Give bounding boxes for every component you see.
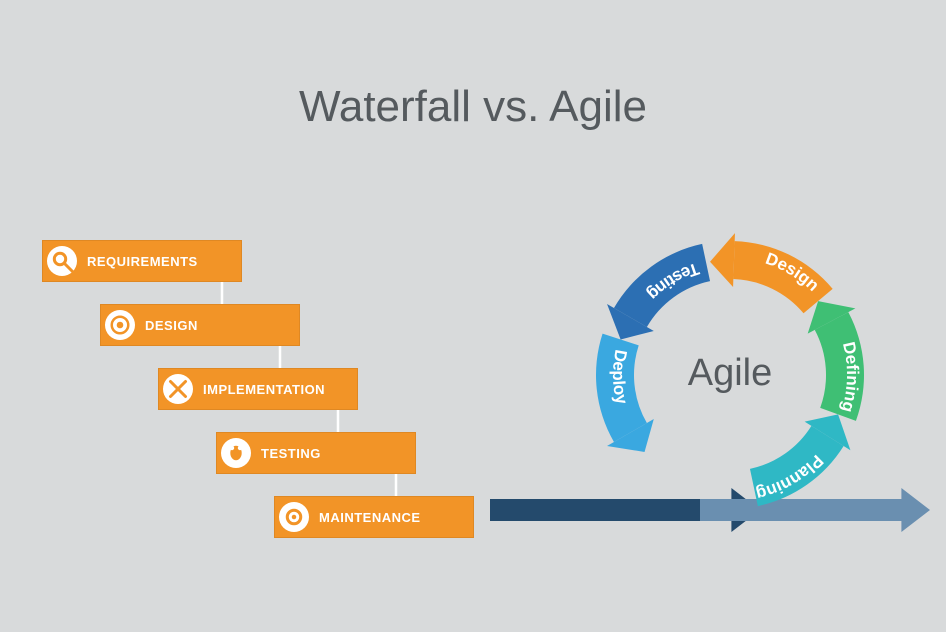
agile-segment-label: Testing [644, 259, 702, 304]
agile-segment-label: Deploy [609, 348, 632, 406]
agile-segment [733, 241, 832, 313]
agile-segment [614, 244, 710, 327]
agile-segment [596, 334, 647, 442]
agile-segment-arrowhead [607, 419, 654, 452]
waterfall-step-label: REQUIREMENTS [87, 254, 198, 269]
timeline-arrow-right [700, 488, 930, 532]
waterfall-step-label: DESIGN [145, 318, 198, 333]
agile-segment-label: Planning [754, 451, 827, 504]
waterfall-step: REQUIREMENTS [42, 240, 242, 282]
agile-segment-label: Defining [838, 340, 862, 414]
waterfall-step-label: MAINTENANCE [319, 510, 421, 525]
waterfall-step-label: TESTING [261, 446, 321, 461]
waterfall-step: IMPLEMENTATION [158, 368, 358, 410]
bug-icon [221, 438, 251, 468]
tools-icon [163, 374, 193, 404]
gear-icon [279, 502, 309, 532]
waterfall-step: DESIGN [100, 304, 300, 346]
agile-segment-arrowhead [710, 233, 735, 287]
waterfall-step: MAINTENANCE [274, 496, 474, 538]
agile-segment-label: Design [763, 249, 823, 295]
agile-segment-arrowhead [805, 414, 851, 450]
agile-center-label: Agile [670, 352, 790, 395]
waterfall-step-label: IMPLEMENTATION [203, 382, 325, 397]
agile-segment-arrowhead [808, 301, 856, 334]
search-icon [47, 246, 77, 276]
agile-segment-arrowhead [607, 304, 654, 339]
page-title: Waterfall vs. Agile [0, 82, 946, 132]
waterfall-step: TESTING [216, 432, 416, 474]
target-icon [105, 310, 135, 340]
agile-segment [815, 312, 864, 421]
agile-segment [750, 426, 844, 506]
timeline-arrow-left [490, 488, 760, 532]
